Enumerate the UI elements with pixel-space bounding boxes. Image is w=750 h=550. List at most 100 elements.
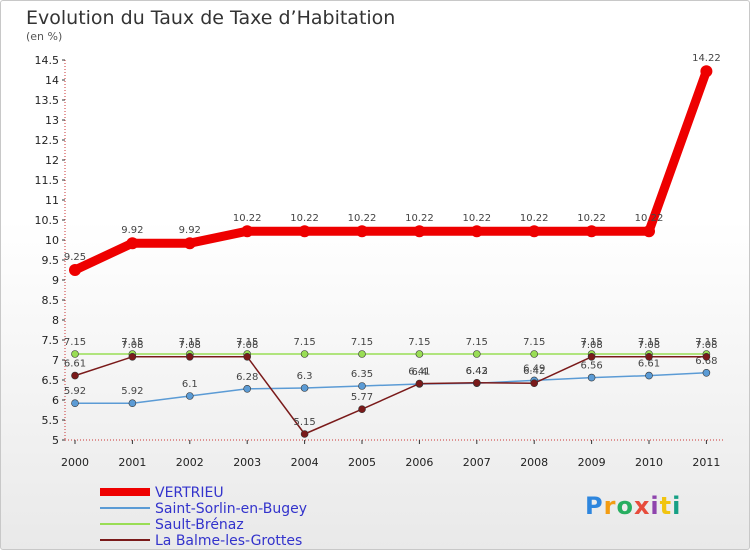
y-tick-label: 10 [45, 234, 59, 247]
data-point [358, 405, 366, 414]
legend-swatch [100, 488, 150, 496]
data-label: 10.22 [348, 213, 377, 224]
data-label: 7.08 [179, 340, 201, 351]
series-sault-br-naz: 7.15 7.15 7.15 7.15 7.15 7.15 7.15 7.15 7.15 7.15… [64, 337, 718, 358]
data-label: 6.43 [466, 366, 488, 377]
data-label: 7.15 [408, 337, 430, 348]
data-point [300, 430, 309, 438]
data-label: 9.92 [179, 225, 201, 236]
y-tick-label: 7.5 [42, 334, 60, 347]
y-tick-label: 5.5 [42, 414, 60, 427]
legend-label: Sault-Brénaz [155, 517, 244, 533]
x-tick-label: 2001 [118, 456, 146, 469]
y-tick-label: 12.5 [35, 134, 60, 147]
data-label: 10.22 [405, 213, 434, 224]
data-point [415, 350, 424, 358]
legend-swatch [100, 523, 150, 525]
data-point [300, 350, 309, 358]
data-point [356, 225, 368, 238]
data-label: 6.61 [64, 359, 86, 370]
data-label: 6.68 [695, 356, 717, 367]
data-point [358, 382, 366, 390]
y-tick-label: 8 [52, 314, 59, 327]
data-label: 6.1 [182, 379, 198, 390]
data-point [700, 65, 713, 78]
data-point [69, 264, 81, 276]
data-point [530, 350, 539, 358]
data-label: 6.49 [523, 363, 545, 374]
x-tick-label: 2009 [578, 456, 606, 469]
chart-title: Evolution du Taux de Taxe d’Habitation [26, 7, 395, 29]
data-label: 7.15 [236, 337, 258, 348]
logo-letter: i [672, 492, 682, 520]
y-tick-label: 7 [52, 354, 59, 367]
data-label: 7.15 [638, 337, 660, 348]
series-layer: 7.15 7.15 7.15 7.15 7.15 7.15 7.15 7.15 7.15 7.15… [64, 53, 721, 438]
y-tick-label: 11 [45, 194, 59, 207]
data-label: 5.15 [293, 417, 315, 428]
data-point [71, 350, 79, 358]
data-label: 9.25 [64, 252, 86, 263]
x-tick-label: 2003 [233, 456, 261, 469]
data-label: 7.08 [121, 340, 143, 351]
data-point [413, 225, 426, 238]
legend-label: Saint-Sorlin-en-Bugey [155, 501, 307, 517]
y-tick-label: 11.5 [35, 174, 60, 187]
data-label: 7.15 [351, 337, 373, 348]
data-label: 10.22 [462, 213, 491, 224]
x-tick-label: 2002 [176, 456, 204, 469]
data-label: 14.22 [692, 53, 721, 64]
logo-letter: x [633, 492, 651, 520]
x-tick-label: 2011 [692, 456, 720, 469]
series-line [74, 372, 708, 404]
series-line [70, 66, 711, 275]
series-line [74, 356, 708, 435]
data-point [643, 225, 655, 238]
data-label: 7.08 [236, 340, 258, 351]
data-point [702, 368, 711, 377]
data-point [243, 384, 251, 393]
legend: VERTRIEUSaint-Sorlin-en-BugeySault-Bréna… [100, 485, 307, 549]
data-point [587, 373, 596, 382]
data-point [128, 399, 137, 408]
data-label: 6.42 [523, 366, 545, 377]
series-la-balme-les-grottes: 6.61 7.08 7.08 7.08 5.15 5.77 6.41 6.43 6.42 7.08… [64, 340, 718, 438]
data-label: 9.92 [121, 225, 143, 236]
data-label: 7.08 [580, 340, 602, 351]
data-point [243, 352, 251, 361]
axes: 5 5.5 6 6.5 7 7.5 8 8.5 9 9.5 10 10.5 11 11.5 12 12.5 13… [35, 54, 725, 469]
data-label: 7.15 [121, 337, 143, 348]
y-tick-label: 6 [52, 394, 59, 407]
data-label: 5.77 [351, 392, 373, 403]
data-point [587, 352, 596, 361]
data-label: 5.92 [64, 386, 86, 397]
y-tick-label: 6.5 [42, 374, 60, 387]
data-point [186, 352, 194, 361]
data-label: 5.92 [121, 386, 143, 397]
data-point [300, 384, 309, 392]
data-point [241, 225, 254, 238]
data-point [71, 371, 79, 380]
legend-label: La Balme-les-Grottes [155, 533, 302, 549]
data-label: 7.15 [580, 337, 602, 348]
data-label: 7.08 [695, 340, 717, 351]
data-point [585, 225, 598, 238]
data-label: 6.56 [580, 361, 602, 372]
x-tick-label: 2006 [405, 456, 433, 469]
data-label: 6.61 [638, 359, 660, 370]
data-point [472, 378, 481, 387]
data-label: 10.22 [233, 213, 262, 224]
logo-letter: P [585, 492, 604, 520]
data-point [128, 352, 137, 361]
series-saint-sorlin-en-bugey: 5.92 5.926.16.28 6.3 6.35 6.4 6.42 6.49 6.56 6.6… [64, 356, 718, 408]
data-label: 7.15 [64, 337, 86, 348]
series-vertrieu: 9.25 9.92 9.92 10.22 10.22 10.22 10.22 10.22 10.… [64, 53, 721, 276]
data-label: 10.22 [577, 213, 606, 224]
y-tick-label: 8.5 [42, 294, 60, 307]
logo-letter: t [659, 492, 673, 520]
data-label: 6.28 [236, 372, 258, 383]
logo-letter: i [650, 492, 660, 520]
data-point [530, 379, 539, 388]
data-label: 6.41 [408, 367, 430, 378]
